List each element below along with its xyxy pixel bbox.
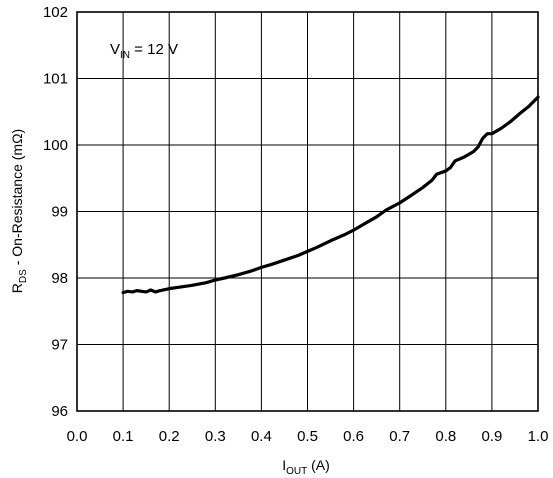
annotation-sub: IN (120, 50, 130, 61)
gridlines (76, 11, 539, 412)
x-tick-label: 0.2 (159, 428, 180, 445)
series-line (121, 95, 540, 295)
y-tick-label: 98 (51, 270, 68, 287)
x-tick-label: 0.5 (297, 428, 318, 445)
annotation-vin: VIN = 12 V (110, 41, 178, 61)
y-tick-label: 101 (43, 71, 68, 88)
annotation-suffix: = 12 V (130, 41, 178, 58)
x-axis-label-sub: OUT (286, 466, 307, 477)
y-tick-label: 99 (51, 204, 68, 221)
y-axis-label-suffix: - On-Resistance (mΩ) (9, 129, 25, 269)
y-axis-label-sub: DS (18, 269, 29, 283)
plot-area (76, 11, 539, 412)
tick-labels: 0.0 0.1 0.2 0.3 0.4 0.5 0.6 0.7 0.8 0.9 1.0 96 97 98 9… (43, 4, 548, 445)
x-tick-label: 0.8 (435, 428, 456, 445)
x-axis-label-main: I (282, 457, 286, 473)
x-tick-label: 1.0 (528, 428, 549, 445)
y-tick-label: 96 (51, 403, 68, 420)
x-tick-label: 0.7 (389, 428, 410, 445)
x-tick-label: 0.3 (205, 428, 226, 445)
x-tick-label: 0.1 (113, 428, 134, 445)
annotation-main: V (110, 41, 120, 58)
x-tick-label: 0.6 (343, 428, 364, 445)
y-tick-label: 100 (43, 137, 68, 154)
y-axis-label-main: R (9, 283, 25, 293)
y-axis-label: RDS - On-Resistance (mΩ) (9, 129, 29, 293)
y-tick-label: 102 (43, 4, 68, 21)
x-tick-label: 0.4 (251, 428, 272, 445)
x-tick-label: 0.0 (67, 428, 88, 445)
y-tick-label: 97 (51, 337, 68, 354)
x-axis-label: IOUT (A) (282, 457, 330, 477)
x-tick-label: 0.9 (481, 428, 502, 445)
x-axis-label-suffix: (A) (307, 457, 330, 473)
